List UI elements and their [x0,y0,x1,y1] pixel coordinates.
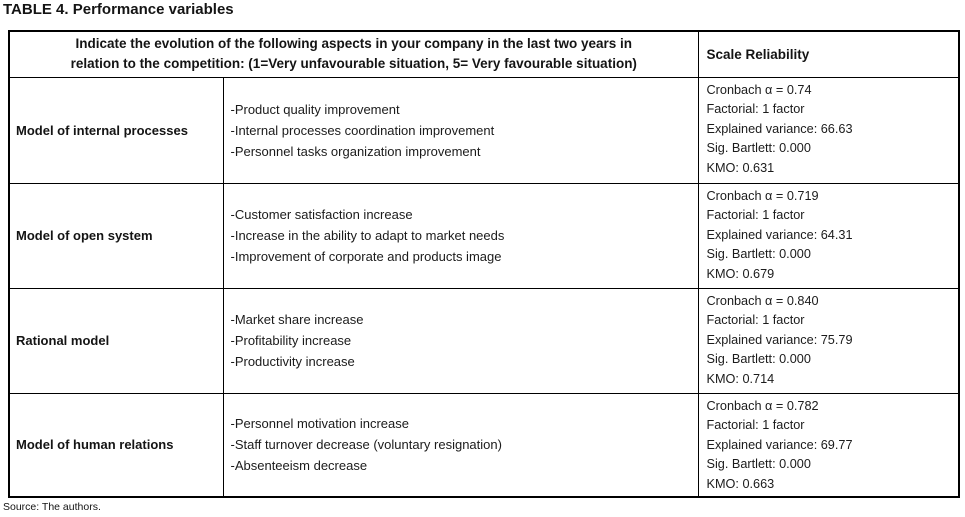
item-text: -Productivity increase [230,354,355,369]
reliability-stat: Cronbach α = 0.840 [706,293,819,308]
reliability-cell: Cronbach α = 0.74 Factorial: 1 factor Ex… [697,76,960,184]
item-text: -Absenteeism decrease [230,458,368,474]
item-text: -Improvement of corporate and products i… [230,249,502,264]
reliability-cell: Cronbach α = 0.840 Factorial: 1 factor E… [697,287,960,394]
table-row-open-system: Model of open system -Customer satisfact… [8,182,960,289]
performance-table: Indicate the evolution of the following … [8,30,960,498]
item-text: -Profitability increase [230,333,352,348]
model-name-cell: Model of open system [8,182,224,289]
table-row-human-relations: Model of human relations -Personnel moti… [8,392,960,498]
source-note: Source: The authors. [3,501,101,513]
item-text: -Personnel tasks organization improvemen… [230,143,481,159]
reliability-stat: Factorial: 1 factor [706,313,805,327]
table-row-internal-processes: Model of internal processes -Product qua… [8,76,960,184]
item-text: -Product quality improvement [230,101,400,117]
items-cell: -Personnel motivation increase -Staff tu… [222,392,699,498]
items-cell: -Market share increase -Profitability in… [222,287,699,394]
table-title: TABLE 4. Performance variables [3,1,234,18]
reliability-stat: KMO: 0.714 [706,371,775,386]
item-text: -Increase in the ability to adapt to mar… [230,228,505,243]
reliability-stat: Sig. Bartlett: 0.000 [706,141,811,155]
reliability-stat: Explained variance: 69.77 [706,437,853,452]
item-text: -Internal processes coordination improve… [230,122,495,138]
reliability-stat: Explained variance: 64.31 [706,227,853,242]
scale-reliability-header: Scale Reliability [697,30,960,78]
model-name-cell: Model of human relations [8,392,224,498]
question-header-cell: Indicate the evolution of the following … [8,30,699,78]
model-name-cell: Rational model [8,287,224,394]
table-header-row: Indicate the evolution of the following … [8,30,960,78]
reliability-stat: Sig. Bartlett: 0.000 [706,457,811,471]
reliability-cell: Cronbach α = 0.782 Factorial: 1 factor E… [697,392,960,498]
reliability-stat: Factorial: 1 factor [706,102,805,116]
reliability-stat: Sig. Bartlett: 0.000 [706,352,811,366]
reliability-stat: Explained variance: 66.63 [706,121,853,136]
reliability-stat: Cronbach α = 0.719 [706,188,819,203]
item-text: -Staff turnover decrease (voluntary resi… [230,437,502,453]
items-cell: -Product quality improvement -Internal p… [222,76,699,184]
table-row-rational-model: Rational model -Market share increase -P… [8,287,960,394]
reliability-cell: Cronbach α = 0.719 Factorial: 1 factor E… [697,182,960,289]
model-name-cell: Model of internal processes [8,76,224,184]
items-cell: -Customer satisfaction increase -Increas… [222,182,699,289]
reliability-stat: Cronbach α = 0.74 [706,82,812,97]
item-text: -Market share increase [230,312,364,327]
reliability-stat: Factorial: 1 factor [706,208,805,222]
reliability-stat: Factorial: 1 factor [706,418,805,432]
reliability-stat: Explained variance: 75.79 [706,332,853,347]
item-text: -Personnel motivation increase [230,416,409,432]
reliability-stat: KMO: 0.631 [706,160,775,175]
question-line-1: Indicate the evolution of the following … [75,36,633,51]
reliability-stat: KMO: 0.663 [706,476,775,491]
reliability-stat: Sig. Bartlett: 0.000 [706,247,811,261]
item-text: -Customer satisfaction increase [230,207,413,222]
question-line-2: relation to the competition: (1=Very unf… [70,56,637,72]
reliability-stat: KMO: 0.679 [706,266,775,281]
reliability-stat: Cronbach α = 0.782 [706,398,819,413]
